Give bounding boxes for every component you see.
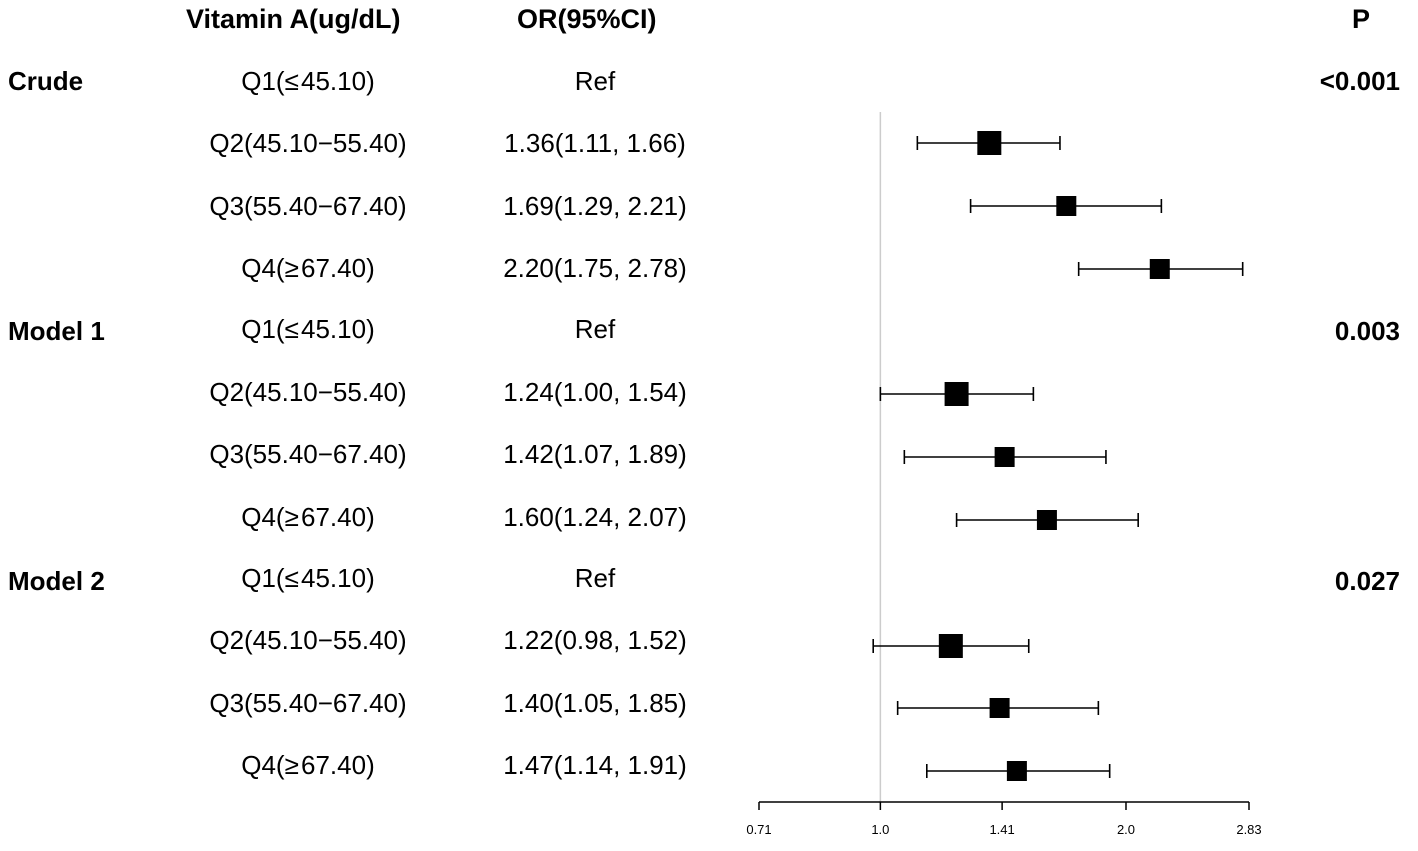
- p-value-model-1: 0.003: [1334, 316, 1400, 346]
- point-estimate-marker: [1056, 196, 1077, 216]
- or-ci-text: Ref: [574, 563, 616, 593]
- quartile-label: Q4(≥ 67.40): [241, 253, 375, 283]
- point-estimate-marker: [944, 382, 969, 406]
- point-estimate-marker: [1006, 761, 1027, 781]
- quartile-label: Q1(≤ 45.10): [241, 66, 375, 96]
- header-or-ci: OR(95%CI): [517, 4, 657, 34]
- group-label-crude: Crude: [8, 66, 84, 96]
- header-p: P: [1351, 4, 1370, 34]
- quartile-label: Q2(45.10−55.40): [209, 625, 407, 655]
- or-ci-text: Ref: [574, 66, 616, 96]
- or-ci-text: 1.47(1.14, 1.91): [503, 750, 687, 780]
- p-value-model-2: 0.027: [1334, 566, 1400, 596]
- header-vitamin: Vitamin A(ug/dL): [186, 4, 401, 34]
- or-ci-text: 1.42(1.07, 1.89): [503, 439, 687, 469]
- quartile-label: Q4(≥ 67.40): [241, 750, 375, 780]
- x-axis-tick-label: 2.0: [1117, 822, 1135, 837]
- p-value-crude: <0.001: [1319, 66, 1400, 96]
- quartile-label: Q3(55.40−67.40): [209, 191, 407, 221]
- or-ci-text: Ref: [574, 314, 616, 344]
- x-axis-tick-label: 2.83: [1236, 822, 1261, 837]
- point-estimate-marker: [1149, 259, 1170, 279]
- or-ci-text: 1.69(1.29, 2.21): [503, 191, 687, 221]
- quartile-label: Q3(55.40−67.40): [209, 688, 407, 718]
- x-axis-tick-label: 0.71: [746, 822, 771, 837]
- point-estimate-marker: [1036, 510, 1057, 530]
- quartile-label: Q2(45.10−55.40): [209, 128, 407, 158]
- group-label-model-1: Model 1: [8, 316, 105, 346]
- quartile-label: Q2(45.10−55.40): [209, 377, 407, 407]
- x-axis-tick-label: 1.41: [989, 822, 1014, 837]
- quartile-label: Q1(≤ 45.10): [241, 314, 375, 344]
- point-estimate-marker: [994, 447, 1015, 467]
- point-estimate-marker: [977, 131, 1002, 155]
- quartile-label: Q4(≥ 67.40): [241, 502, 375, 532]
- x-axis-tick-label: 1.0: [871, 822, 889, 837]
- or-ci-text: 1.24(1.00, 1.54): [503, 377, 687, 407]
- or-ci-text: 1.36(1.11, 1.66): [504, 128, 686, 158]
- or-ci-text: 1.22(0.98, 1.52): [503, 625, 687, 655]
- quartile-label: Q3(55.40−67.40): [209, 439, 407, 469]
- point-estimate-marker: [938, 634, 963, 658]
- quartile-label: Q1(≤ 45.10): [241, 563, 375, 593]
- or-ci-text: 1.40(1.05, 1.85): [503, 688, 687, 718]
- or-ci-text: 2.20(1.75, 2.78): [503, 253, 687, 283]
- or-ci-text: 1.60(1.24, 2.07): [503, 502, 687, 532]
- point-estimate-marker: [989, 698, 1010, 718]
- group-label-model-2: Model 2: [8, 566, 105, 596]
